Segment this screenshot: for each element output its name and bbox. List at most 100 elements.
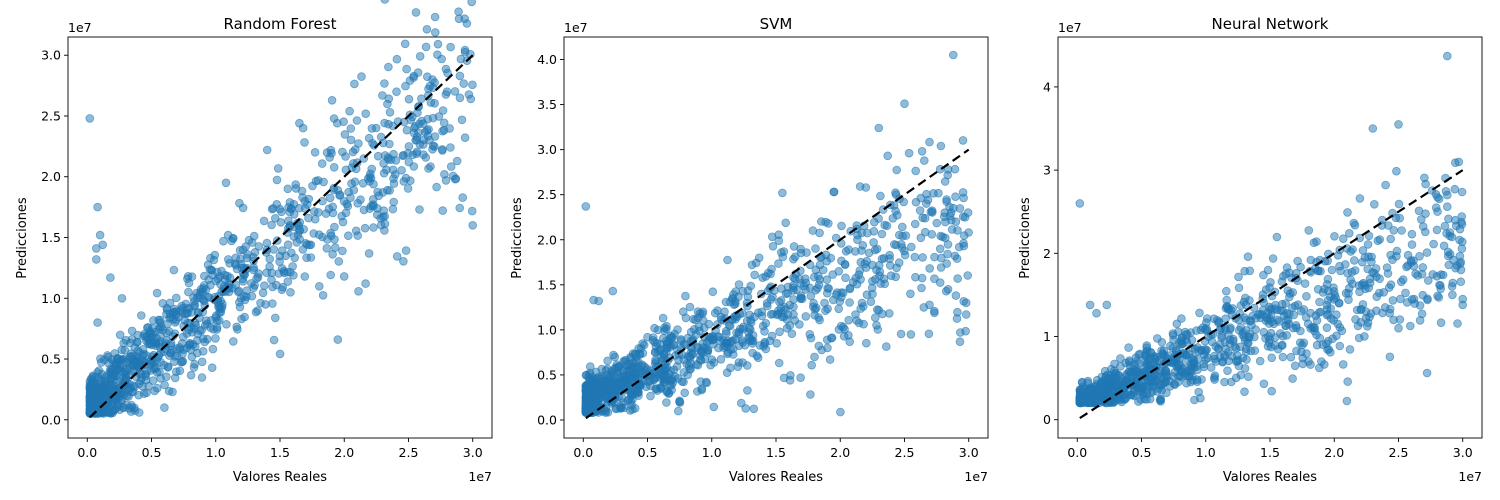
data-point — [940, 177, 950, 186]
data-point — [1392, 251, 1401, 261]
data-point — [1343, 208, 1352, 217]
data-point — [917, 273, 927, 283]
data-point — [1168, 329, 1178, 338]
plot-frame — [1057, 36, 1483, 439]
data-point — [1136, 349, 1145, 359]
data-point — [836, 407, 845, 417]
x-tick-label: 1.0 — [702, 445, 722, 460]
data-point — [958, 136, 968, 145]
data-point — [1234, 361, 1244, 371]
data-point — [844, 315, 853, 325]
data-point — [460, 133, 470, 143]
data-point — [142, 388, 151, 398]
data-point — [340, 130, 350, 139]
data-point — [270, 313, 280, 323]
data-point — [1345, 345, 1355, 354]
data-point — [178, 357, 187, 367]
data-point — [775, 297, 784, 307]
data-point — [170, 357, 179, 367]
data-point — [1424, 276, 1433, 285]
data-point — [795, 320, 804, 329]
data-point — [1386, 234, 1395, 244]
data-point — [750, 270, 759, 280]
data-point — [734, 358, 744, 367]
data-point — [837, 256, 846, 266]
data-point — [1304, 226, 1314, 235]
x-tick-label: 1.5 — [766, 445, 786, 460]
data-point — [746, 315, 755, 325]
data-point — [925, 264, 934, 273]
plot-frame — [563, 36, 989, 439]
data-point — [225, 258, 234, 268]
data-point — [404, 142, 414, 151]
data-point — [1092, 308, 1101, 318]
y-tick-label: 1.0 — [41, 291, 61, 306]
data-point — [292, 238, 302, 247]
data-point — [831, 290, 841, 300]
data-point — [741, 404, 750, 413]
data-point — [98, 240, 107, 250]
data-point — [961, 298, 971, 308]
data-point — [1343, 377, 1352, 386]
data-point — [1429, 239, 1438, 249]
data-point — [919, 303, 929, 312]
data-point — [936, 231, 945, 241]
data-point — [1431, 190, 1441, 199]
data-point — [322, 244, 332, 253]
data-point — [1363, 264, 1372, 274]
data-point — [822, 288, 832, 298]
data-point — [392, 54, 402, 64]
data-point — [1451, 263, 1460, 273]
data-point — [679, 355, 688, 365]
x-tick-label: 3.0 — [463, 445, 483, 460]
panel-random-forest: Random Forest 0.00.51.01.52.02.53.0 0.0 0… — [15, 0, 493, 485]
data-point — [291, 184, 301, 193]
data-point — [1147, 376, 1156, 385]
data-point — [1116, 354, 1125, 363]
data-point — [921, 199, 931, 208]
data-point — [398, 151, 408, 161]
data-point — [1422, 368, 1432, 378]
data-point — [1244, 372, 1253, 382]
data-point — [806, 390, 815, 399]
data-point — [886, 271, 896, 281]
data-point — [904, 148, 914, 158]
x-tick-label: 3.0 — [959, 445, 979, 460]
x-axis-label: Valores Reales — [233, 470, 327, 485]
data-point — [800, 274, 810, 284]
data-point — [581, 403, 591, 413]
data-point — [166, 312, 175, 322]
data-point — [964, 228, 973, 237]
data-point — [1333, 251, 1343, 260]
data-point — [660, 323, 669, 333]
data-point — [894, 230, 904, 240]
y-axis-ticks: 0.0 0.5 1.0 1.5 2.0 2.5 3.0 3.5 4.0 — [537, 52, 564, 427]
data-point — [220, 274, 230, 284]
data-point — [702, 378, 711, 388]
data-point — [1409, 261, 1419, 271]
data-point — [841, 273, 850, 283]
data-point — [446, 143, 455, 152]
data-point — [1077, 395, 1086, 405]
data-point — [796, 244, 805, 254]
data-point — [1394, 120, 1403, 129]
data-point — [401, 81, 410, 91]
data-point — [457, 115, 467, 125]
data-point — [364, 249, 374, 258]
data-point — [1242, 355, 1251, 364]
data-point — [317, 159, 327, 168]
data-point — [1456, 277, 1466, 287]
data-point — [1316, 307, 1325, 317]
data-point — [388, 204, 398, 214]
data-point — [1449, 255, 1458, 265]
data-point — [823, 343, 832, 353]
data-point — [438, 126, 447, 136]
data-point — [1102, 300, 1112, 310]
data-point — [304, 194, 314, 204]
data-point — [758, 273, 767, 283]
data-point — [1199, 359, 1208, 369]
y-tick-label: 2.0 — [537, 232, 557, 247]
data-point — [896, 240, 906, 249]
data-point — [766, 295, 776, 304]
data-point — [411, 8, 421, 17]
